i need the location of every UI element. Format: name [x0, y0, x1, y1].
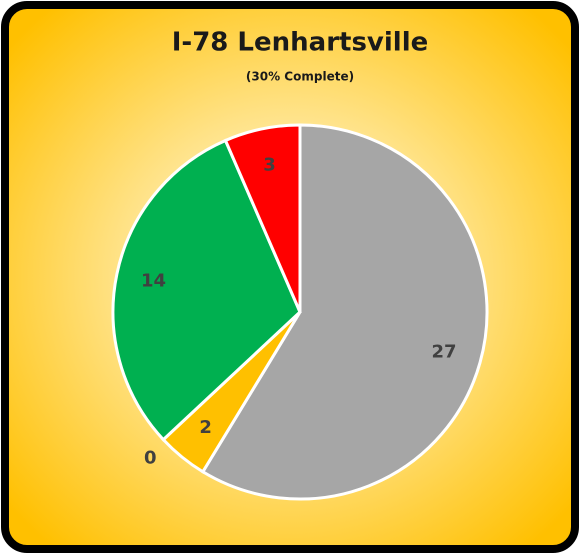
chart-subtitle: (30% Complete) [246, 70, 354, 84]
pie-slice [200, 123, 489, 501]
data-label: 27 [432, 341, 457, 362]
pie-slice [111, 138, 302, 442]
chart-title: I-78 Lenhartsville [172, 28, 429, 58]
data-label: 2 [199, 417, 212, 438]
data-label: 3 [263, 155, 276, 176]
data-label: 0 [144, 447, 157, 468]
data-label: 14 [141, 271, 166, 292]
pie-slice [223, 123, 302, 313]
